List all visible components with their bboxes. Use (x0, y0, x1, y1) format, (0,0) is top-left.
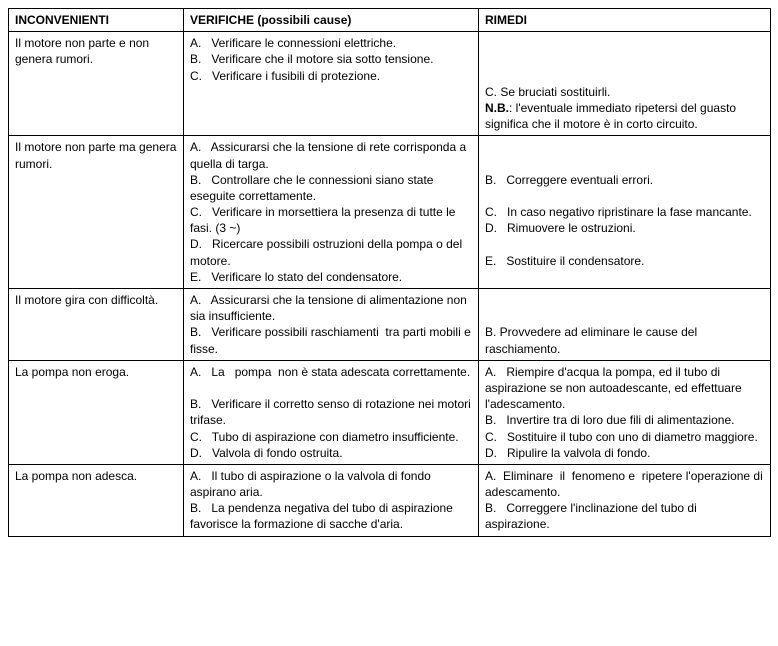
table-row: Il motore non parte e non genera rumori.… (9, 32, 771, 136)
table-row: La pompa non adesca. A. Il tubo di aspir… (9, 464, 771, 536)
cell-inconv: La pompa non eroga. (9, 360, 184, 464)
cell-rimedi: B. Correggere eventuali errori. C. In ca… (479, 136, 771, 289)
cell-inconv: Il motore non parte ma genera rumori. (9, 136, 184, 289)
table-row: Il motore non parte ma genera rumori. A.… (9, 136, 771, 289)
table-row: Il motore gira con difficoltà. A. Assicu… (9, 289, 771, 361)
cell-rimedi: A. Riempire d'acqua la pompa, ed il tubo… (479, 360, 771, 464)
cell-verif: A. Il tubo di aspirazione o la valvola d… (184, 464, 479, 536)
cell-inconv: Il motore gira con difficoltà. (9, 289, 184, 361)
cell-inconv: La pompa non adesca. (9, 464, 184, 536)
cell-rimedi: B. Provvedere ad eliminare le cause del … (479, 289, 771, 361)
cell-inconv: Il motore non parte e non genera rumori. (9, 32, 184, 136)
header-verifiche: VERIFICHE (possibili cause) (184, 9, 479, 32)
cell-rimedi: C. Se bruciati sostituirli. N.B.: l'even… (479, 32, 771, 136)
troubleshooting-table: INCONVENIENTI VERIFICHE (possibili cause… (8, 8, 771, 537)
cell-verif: A. La pompa non è stata adescata corrett… (184, 360, 479, 464)
cell-verif: A. Assicurarsi che la tensione di rete c… (184, 136, 479, 289)
table-header-row: INCONVENIENTI VERIFICHE (possibili cause… (9, 9, 771, 32)
table-row: La pompa non eroga. A. La pompa non è st… (9, 360, 771, 464)
cell-rimedi: A. Eliminare il fenomeno e ripetere l'op… (479, 464, 771, 536)
header-inconvenienti: INCONVENIENTI (9, 9, 184, 32)
cell-verif: A. Verificare le connessioni elettriche.… (184, 32, 479, 136)
header-rimedi: RIMEDI (479, 9, 771, 32)
cell-verif: A. Assicurarsi che la tensione di alimen… (184, 289, 479, 361)
